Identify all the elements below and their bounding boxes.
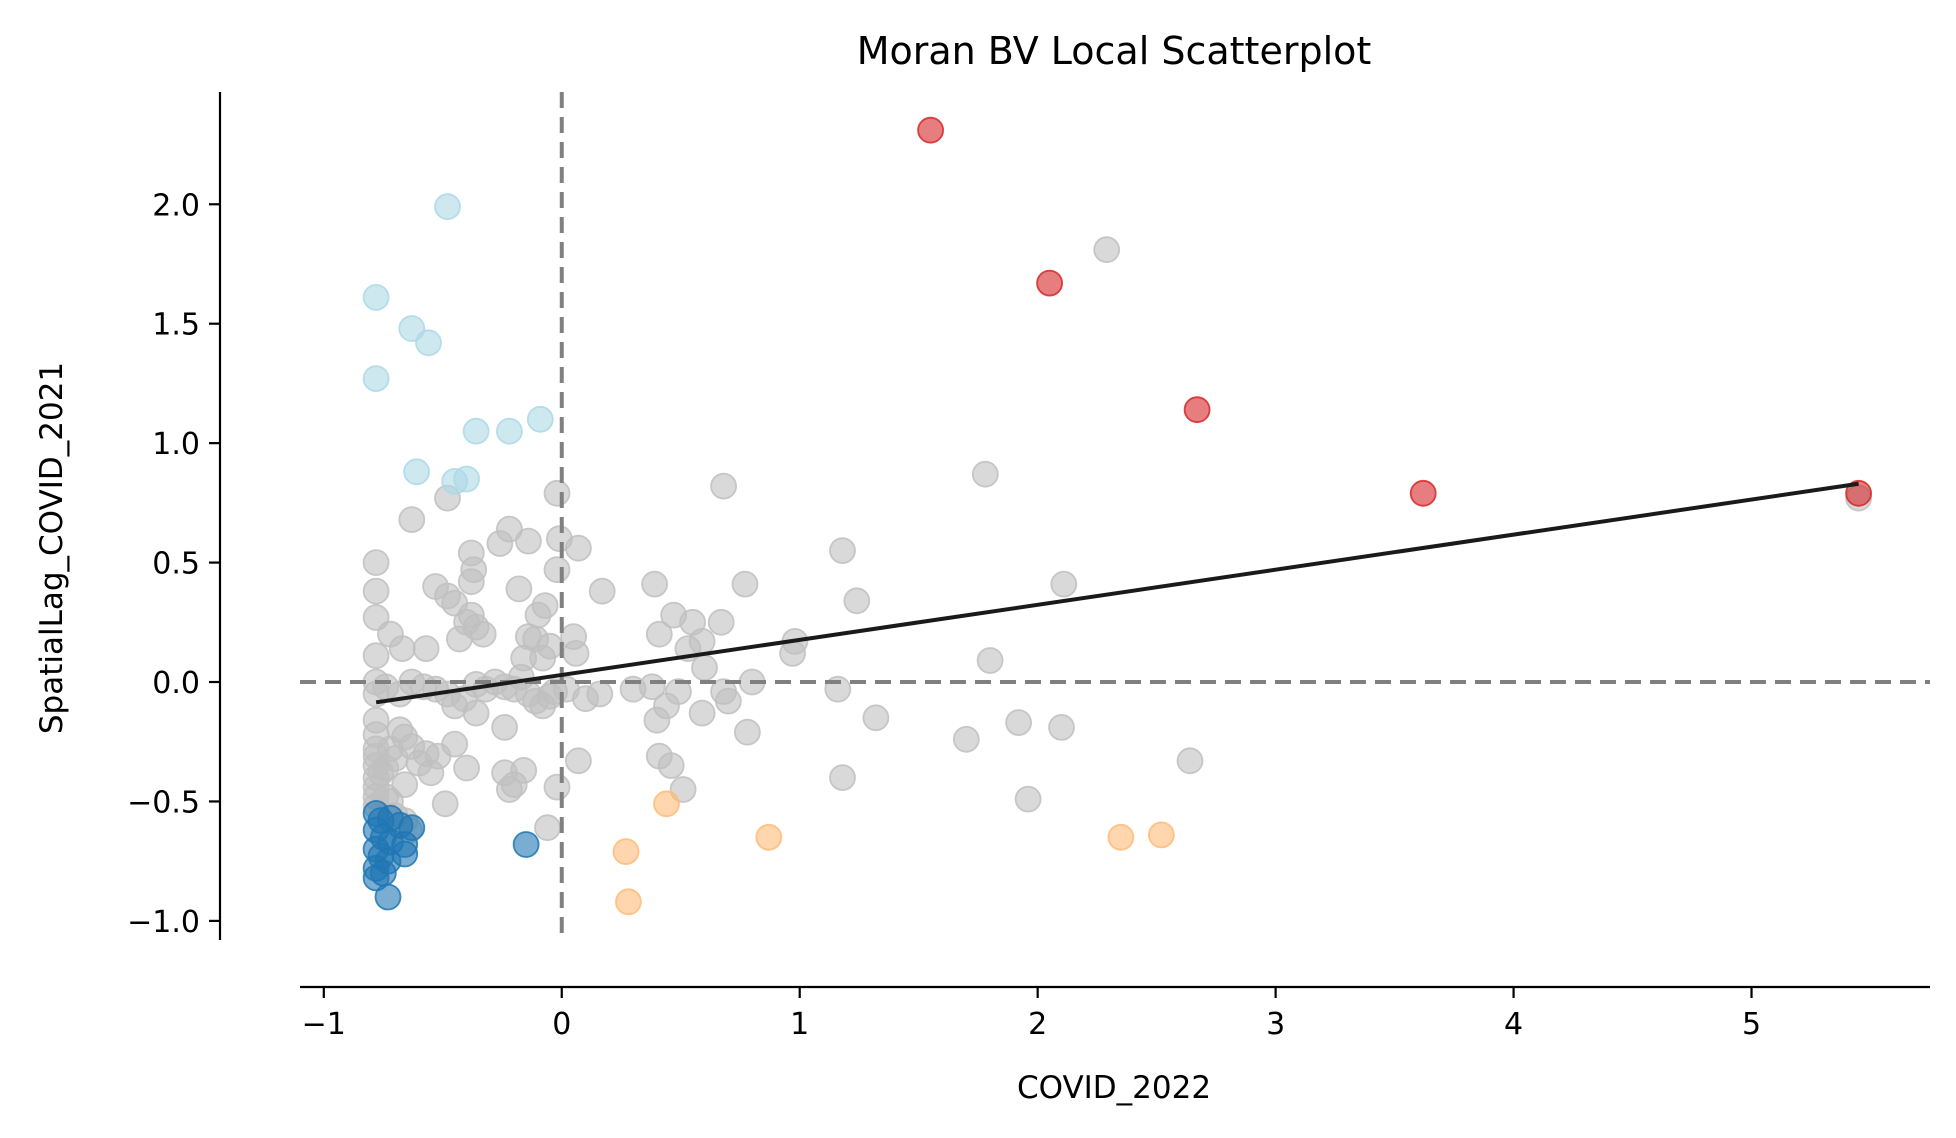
scatter-point (612, 838, 640, 865)
scatter-point (641, 570, 668, 598)
scatter-point (391, 840, 419, 868)
y-tick-label: −1.0 (127, 905, 200, 940)
scatter-point (362, 549, 390, 576)
x-tick-label: 4 (1504, 1007, 1523, 1042)
scatter-point (1107, 823, 1135, 851)
scatter-point (512, 831, 540, 858)
scatter-point (431, 790, 459, 818)
scatter-point (653, 790, 680, 818)
scatter-point (1048, 714, 1075, 741)
scatter-point (362, 577, 390, 605)
scatter-point (462, 417, 490, 445)
scatter-point (362, 864, 390, 892)
scatter-point (565, 747, 592, 775)
x-axis-label: COVID_2022 (1017, 1070, 1211, 1106)
scatter-point (457, 568, 485, 596)
scatter-point (491, 759, 519, 787)
scatter-point (862, 704, 890, 732)
scatter-point (829, 537, 856, 564)
x-tick-label: 0 (552, 1007, 571, 1042)
scatter-point (710, 472, 737, 500)
scatter-point (434, 193, 461, 221)
scatter-point (1176, 747, 1204, 775)
scatter-point (734, 718, 761, 746)
scatter-point (374, 883, 402, 911)
x-axis: −1 0 1 2 3 4 5 (300, 985, 1930, 1042)
scatter-point (1093, 236, 1121, 264)
scatter-point (971, 460, 999, 488)
scatter-point (403, 458, 431, 486)
scatter-point (534, 814, 561, 842)
fit-line-layer (375, 481, 1859, 705)
scatter-point (491, 714, 519, 741)
y-axis-label: SpatialLag_COVID_2021 (34, 362, 70, 734)
scatter-point (1005, 709, 1032, 736)
scatter-point (495, 417, 523, 445)
scatter-point (453, 754, 481, 782)
y-tick-label: 1.5 (152, 308, 200, 343)
scatter-point (543, 479, 571, 507)
scatter-point (755, 823, 783, 851)
chart-title: Moran BV Local Scatterplot (857, 29, 1372, 73)
scatter-point (1845, 479, 1872, 507)
scatter-point (691, 654, 718, 682)
scatter-point (462, 699, 490, 727)
y-tick-label: 2.0 (152, 188, 200, 223)
scatter-point (779, 640, 806, 667)
scatter-point (731, 570, 759, 598)
scatter-point (657, 752, 685, 779)
scatter-point (505, 575, 533, 603)
scatter-point (453, 465, 481, 493)
scatter-point (388, 635, 416, 662)
reference-lines (300, 92, 1930, 940)
scatter-point (1148, 821, 1175, 849)
scatter-point (843, 587, 871, 615)
scatter-point (714, 687, 742, 715)
scatter-point (486, 530, 514, 557)
scatter-point (688, 699, 716, 727)
scatter-point (665, 678, 692, 705)
regression-line (375, 481, 1859, 705)
scatter-point (531, 592, 559, 619)
x-tick-label: 2 (1028, 1007, 1047, 1042)
scatter-point (526, 405, 554, 433)
scatter-point (362, 642, 390, 670)
scatter-point (645, 620, 673, 648)
scatter-point (1050, 570, 1078, 598)
scatter-point (415, 329, 442, 357)
scatter-point (1014, 785, 1042, 813)
scatter-point (829, 764, 856, 791)
scatter-point (976, 647, 1004, 674)
scatter-point (586, 680, 614, 708)
y-tick-label: 0.5 (152, 547, 200, 582)
y-tick-label: 0.0 (152, 666, 200, 701)
scatter-point (362, 365, 390, 393)
scatter-point (562, 640, 590, 667)
scatter-point (588, 577, 616, 605)
y-axis: −1.0 −0.5 0.0 0.5 1.0 1.5 2.0 (127, 92, 222, 940)
scatter-point (398, 814, 426, 842)
scatter-point (398, 506, 426, 533)
scatter-point (615, 888, 642, 916)
scatter-point (412, 635, 440, 662)
x-tick-label: 3 (1266, 1007, 1285, 1042)
y-tick-label: 1.0 (152, 427, 200, 462)
scatter-point (445, 625, 473, 653)
scatter-point (546, 525, 573, 553)
scatter-point (952, 725, 980, 753)
scatter-point (917, 116, 944, 144)
scatter-point (1036, 269, 1063, 297)
y-tick-label: −0.5 (127, 785, 200, 820)
scatter-point (1183, 396, 1211, 424)
x-tick-label: −1 (302, 1007, 346, 1042)
scatter-point (543, 556, 571, 584)
x-tick-label: 5 (1742, 1007, 1761, 1042)
x-tick-label: 1 (790, 1007, 809, 1042)
scatter-point (543, 773, 571, 801)
scatter-point (515, 527, 542, 555)
scatter-point (707, 608, 735, 636)
scatter-point (1409, 479, 1437, 507)
scatter-point (362, 283, 390, 311)
